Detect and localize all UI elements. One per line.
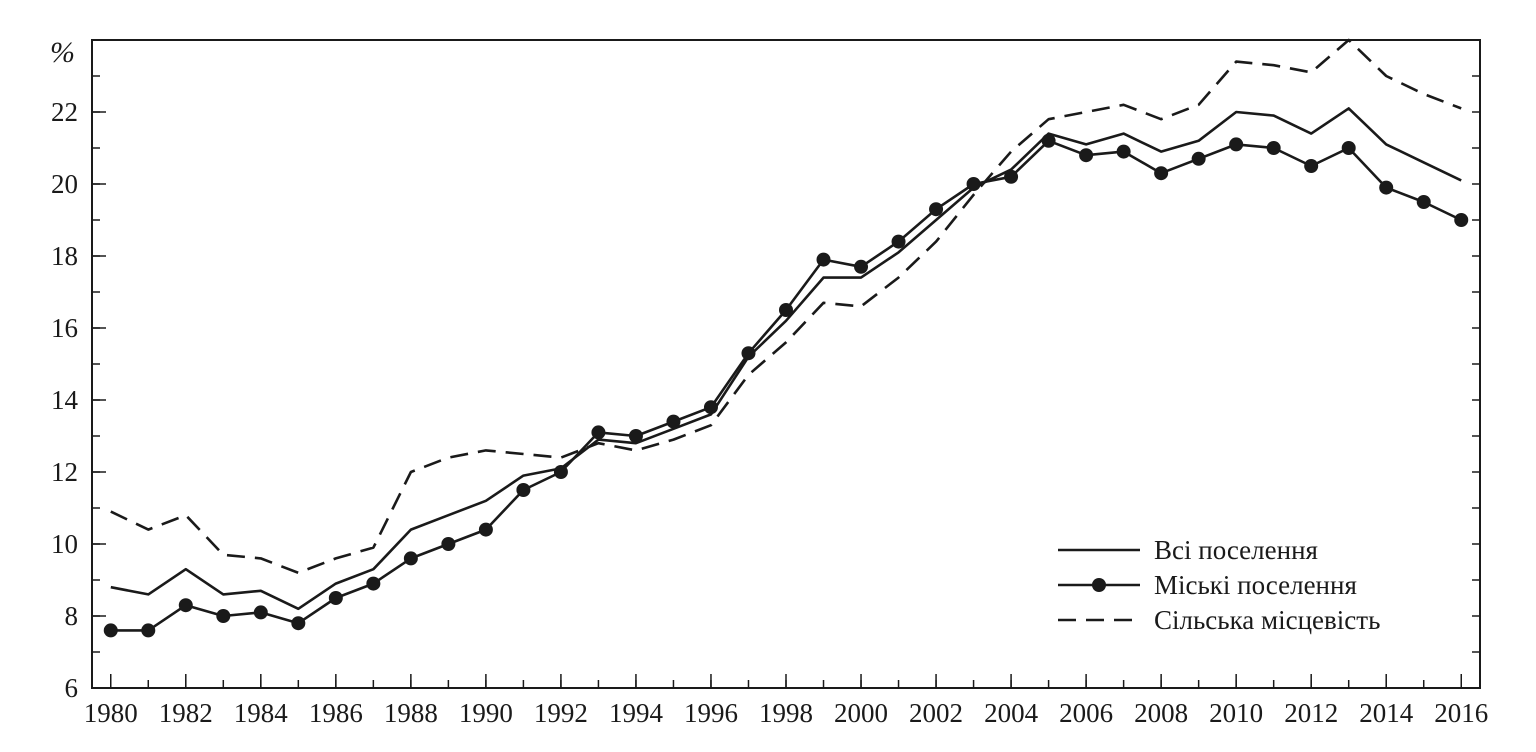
data-point-marker: [1379, 180, 1394, 195]
y-tick-label: 14: [51, 385, 79, 415]
y-tick-label: 8: [65, 601, 79, 631]
x-tick-label: 2010: [1209, 698, 1263, 728]
series-layer: [103, 38, 1469, 638]
data-point-marker: [553, 465, 568, 479]
data-point-marker: [441, 537, 456, 551]
x-tick-label: 1984: [234, 698, 289, 728]
x-tick-label: 1996: [684, 698, 738, 728]
x-tick-label: 1998: [759, 698, 813, 728]
x-tick-label: 2008: [1134, 698, 1188, 728]
data-point-marker: [966, 177, 981, 191]
legend-label: Сільська місцевість: [1154, 605, 1380, 635]
data-point-marker: [1454, 213, 1469, 227]
series-line-0: [110, 107, 1462, 611]
x-tick-label: 2002: [909, 698, 963, 728]
legend-marker: [1092, 578, 1106, 592]
data-point-marker: [253, 605, 268, 620]
data-point-marker: [741, 346, 756, 361]
data-point-marker: [591, 425, 606, 440]
data-point-marker: [779, 303, 793, 317]
data-point-marker: [1004, 169, 1019, 184]
data-point-marker: [1341, 141, 1356, 155]
x-tick-label: 2004: [984, 698, 1039, 728]
data-point-marker: [366, 576, 381, 591]
data-point-marker: [703, 400, 718, 415]
x-tick-label: 1986: [309, 698, 363, 728]
x-tick-label: 2000: [834, 698, 888, 728]
y-tick-label: 22: [51, 97, 78, 127]
y-tick-label: 18: [51, 241, 78, 271]
data-point-marker: [216, 609, 231, 623]
data-point-marker: [1154, 166, 1169, 181]
data-point-marker: [516, 483, 531, 497]
y-tick-label: 20: [51, 169, 78, 199]
legend-label: Міські поселення: [1154, 570, 1357, 600]
data-point-marker: [1229, 137, 1244, 152]
data-point-marker: [628, 429, 643, 443]
x-tick-label: 2006: [1059, 698, 1113, 728]
x-tick-label: 1988: [384, 698, 438, 728]
y-tick-label: 10: [51, 529, 78, 559]
y-tick-label: 16: [51, 313, 78, 343]
data-point-marker: [328, 591, 343, 605]
y-tick-label: 6: [65, 673, 79, 703]
data-point-marker: [1079, 148, 1094, 163]
x-tick-label: 1982: [159, 698, 213, 728]
data-point-marker: [103, 623, 118, 638]
x-tick-label: 1994: [609, 698, 664, 728]
series-line-2: [110, 38, 1462, 575]
x-tick-label: 1990: [459, 698, 513, 728]
x-axis: 1980 1982 1984 1986 1988 1990 1992 1994 1996 1998…: [84, 674, 1488, 728]
x-tick-label: 2016: [1434, 698, 1488, 728]
data-point-marker: [891, 234, 906, 249]
legend-label: Всі поселення: [1154, 535, 1318, 565]
y-axis: 6 8 10 12 14 16 18 20 22: [51, 39, 1480, 703]
data-point-marker: [1041, 133, 1056, 148]
data-point-marker: [291, 616, 306, 631]
data-point-marker: [1266, 141, 1281, 155]
data-point-marker: [1116, 144, 1131, 159]
data-point-marker: [1191, 151, 1206, 166]
data-point-marker: [666, 414, 681, 429]
legend: Всі поселення Міські поселення Сільська мі…: [1058, 535, 1380, 635]
data-point-marker: [1304, 159, 1319, 173]
data-point-marker: [929, 202, 944, 217]
x-tick-label: 2012: [1284, 698, 1338, 728]
data-point-marker: [1416, 195, 1431, 209]
data-point-marker: [478, 522, 493, 537]
x-tick-label: 1992: [534, 698, 588, 728]
data-point-marker: [141, 623, 156, 638]
data-point-marker: [178, 598, 193, 613]
x-tick-label: 2014: [1359, 698, 1414, 728]
data-point-marker: [403, 551, 418, 566]
data-point-marker: [816, 252, 831, 267]
data-point-marker: [854, 259, 869, 274]
x-tick-label: 1980: [84, 698, 138, 728]
y-axis-unit-label: %: [50, 36, 75, 69]
y-tick-label: 12: [51, 457, 78, 487]
